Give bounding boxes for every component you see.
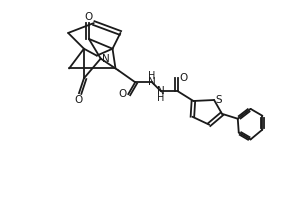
Text: N: N <box>148 77 156 87</box>
Text: O: O <box>85 12 93 22</box>
Text: H: H <box>148 71 156 81</box>
Text: S: S <box>215 95 222 105</box>
Text: O: O <box>74 95 82 105</box>
Text: N: N <box>102 54 110 64</box>
Text: O: O <box>118 89 127 99</box>
Text: N: N <box>157 86 165 96</box>
Text: O: O <box>179 73 187 83</box>
Text: H: H <box>157 93 164 103</box>
